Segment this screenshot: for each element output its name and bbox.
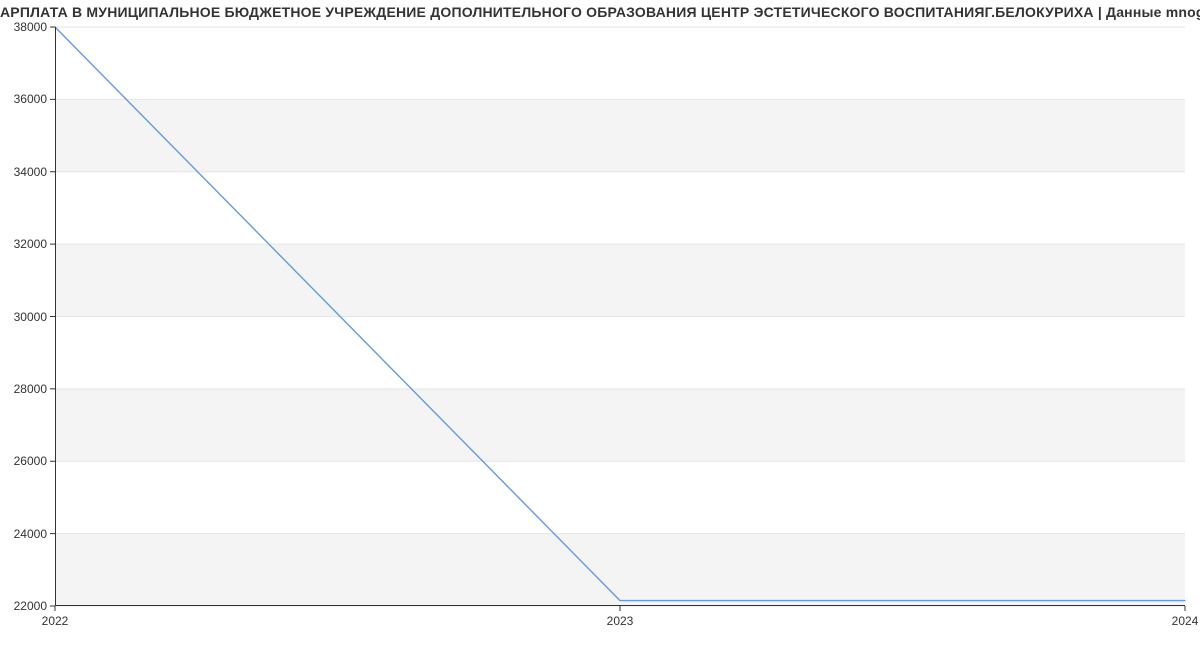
chart-title: АРПЛАТА В МУНИЦИПАЛЬНОЕ БЮДЖЕТНОЕ УЧРЕЖД… [0, 4, 1200, 20]
chart-container: { "chart": { "type": "line", "title": "А… [0, 0, 1200, 650]
chart-svg [55, 27, 1185, 606]
x-tick-label: 2023 [590, 614, 650, 628]
y-tick-label: 24000 [0, 527, 47, 541]
y-tick-label: 28000 [0, 382, 47, 396]
x-tick-label: 2024 [1155, 614, 1200, 628]
y-tick-label: 30000 [0, 310, 47, 324]
y-tick-label: 22000 [0, 599, 47, 613]
y-tick-label: 38000 [0, 20, 47, 34]
plot-area [55, 27, 1185, 606]
y-tick-label: 34000 [0, 165, 47, 179]
y-tick-label: 32000 [0, 237, 47, 251]
y-tick-label: 36000 [0, 92, 47, 106]
y-tick-label: 26000 [0, 454, 47, 468]
x-tick-label: 2022 [25, 614, 85, 628]
